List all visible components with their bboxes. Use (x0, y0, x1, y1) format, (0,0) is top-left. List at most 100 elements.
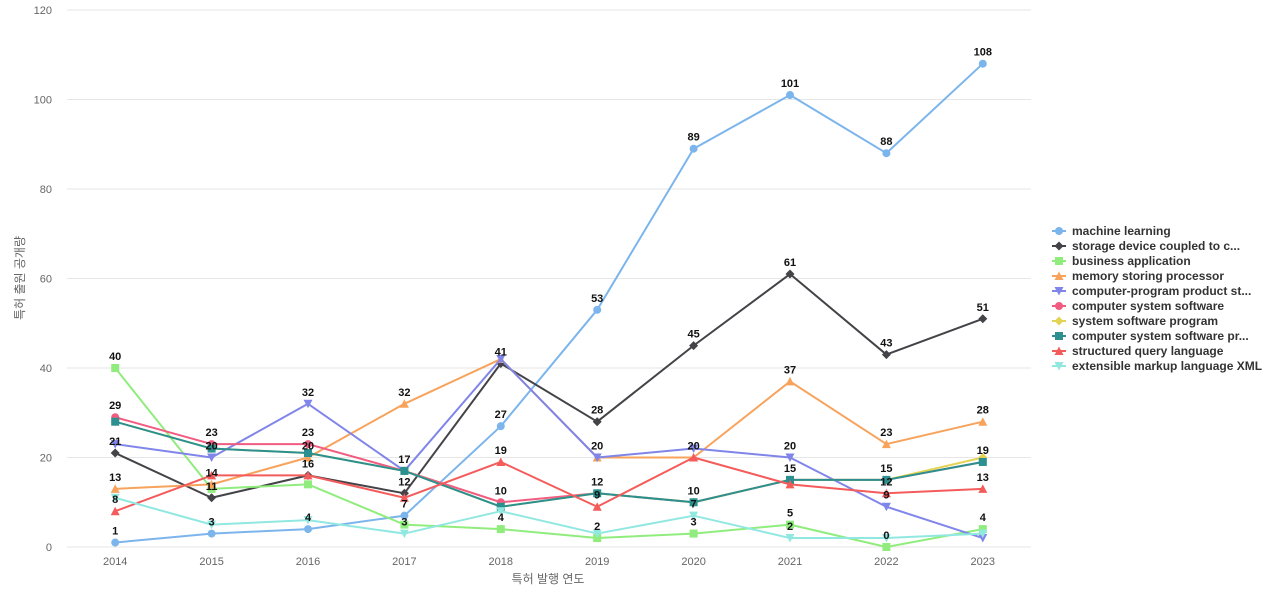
legend-label: computer system software (1072, 299, 1224, 313)
data-point (978, 534, 988, 543)
legend-label: computer-program product st... (1072, 284, 1251, 298)
legend-item[interactable]: structured query language (1052, 344, 1224, 358)
data-label: 3 (691, 517, 697, 529)
data-point (978, 417, 988, 426)
legend-label: system software program (1072, 314, 1218, 328)
data-label: 3 (401, 517, 407, 529)
legend-item[interactable]: system software program (1052, 314, 1218, 328)
data-label: 88 (880, 136, 892, 148)
data-point (303, 470, 313, 480)
data-point (304, 525, 312, 534)
data-label: 2 (594, 521, 600, 533)
x-axis-title: 특허 발행 연도 (512, 571, 585, 586)
legend-label: extensible markup language XML (1072, 359, 1262, 373)
series-5 (111, 413, 987, 507)
data-label: 10 (687, 485, 699, 497)
data-point (303, 399, 313, 409)
data-point (978, 457, 987, 466)
legend-marker (1054, 316, 1064, 326)
data-label: 29 (109, 400, 121, 412)
data-point (110, 448, 120, 458)
legend-label: business application (1072, 254, 1191, 268)
series-line (115, 62, 984, 544)
data-label: 37 (784, 364, 796, 376)
data-point (400, 466, 409, 475)
data-point (785, 453, 795, 462)
data-label: 53 (591, 293, 603, 305)
data-point (592, 417, 602, 427)
data-label: 12 (398, 476, 410, 488)
legend-marker (1055, 257, 1063, 265)
series-4 (110, 355, 988, 543)
data-label: 8 (112, 494, 118, 506)
data-point (689, 444, 699, 454)
data-point (110, 493, 120, 503)
data-point (400, 511, 409, 520)
x-tick-label: 2014 (103, 556, 127, 568)
data-point (110, 506, 120, 516)
series-lines (110, 59, 988, 551)
data-labels: 4029211381232014113322320164321712734127… (109, 47, 992, 542)
y-tick-label: 60 (40, 274, 52, 286)
data-label: 23 (302, 427, 314, 439)
data-label: 4 (980, 512, 987, 524)
x-tick-label: 2017 (392, 556, 416, 568)
legend-marker (1055, 302, 1063, 310)
y-tick-label: 120 (34, 5, 52, 17)
legend-item[interactable]: extensible markup language XML (1052, 359, 1262, 373)
data-point (304, 480, 312, 489)
data-point (882, 543, 891, 551)
data-label: 15 (880, 463, 892, 475)
data-label: 41 (495, 347, 507, 359)
data-point (496, 355, 506, 364)
legend-item[interactable]: memory storing processor (1052, 269, 1224, 283)
legend-item[interactable]: computer system software pr... (1052, 329, 1249, 343)
series-line (114, 456, 983, 513)
data-point (786, 91, 794, 100)
legend-marker (1054, 287, 1064, 296)
data-label: 89 (687, 132, 699, 144)
data-label: 12 (591, 476, 603, 488)
legend-item[interactable]: business application (1052, 254, 1191, 268)
legend-marker (1055, 227, 1063, 235)
legend-item[interactable]: storage device coupled to c... (1052, 239, 1240, 253)
data-point (496, 422, 505, 431)
data-point (785, 269, 795, 279)
legend-item[interactable]: computer-program product st... (1052, 284, 1251, 298)
data-label: 11 (206, 481, 218, 493)
legend-label: memory storing processor (1072, 269, 1224, 283)
legend-item[interactable]: computer system software (1052, 299, 1224, 313)
data-point (592, 529, 602, 539)
data-point (881, 439, 891, 449)
data-label: 2 (787, 521, 793, 533)
y-axis-title: 특허 출원 공개량 (13, 236, 27, 320)
x-tick-label: 2023 (971, 556, 995, 568)
data-label: 13 (977, 472, 989, 484)
data-point (978, 525, 987, 534)
data-point (689, 341, 699, 351)
data-point (592, 453, 602, 462)
legend-item[interactable]: machine learning (1052, 224, 1171, 238)
data-point (400, 520, 409, 529)
series-9 (110, 493, 988, 543)
data-label: 20 (687, 441, 699, 453)
data-point (785, 479, 795, 489)
data-label: 4 (498, 512, 505, 524)
data-label: 20 (302, 441, 314, 453)
data-label: 17 (398, 454, 410, 466)
data-point (881, 502, 891, 512)
legend-marker (1054, 346, 1064, 355)
x-tick-label: 2016 (296, 556, 320, 568)
data-label: 19 (977, 445, 989, 457)
data-point (399, 399, 409, 408)
data-point (399, 529, 409, 539)
series-line (115, 358, 984, 540)
x-tick-label: 2019 (585, 556, 609, 568)
data-point (689, 453, 699, 462)
data-label: 20 (784, 441, 796, 453)
data-point (207, 479, 217, 489)
data-label: 3 (209, 517, 215, 529)
data-point (207, 520, 217, 530)
data-point (881, 488, 891, 498)
